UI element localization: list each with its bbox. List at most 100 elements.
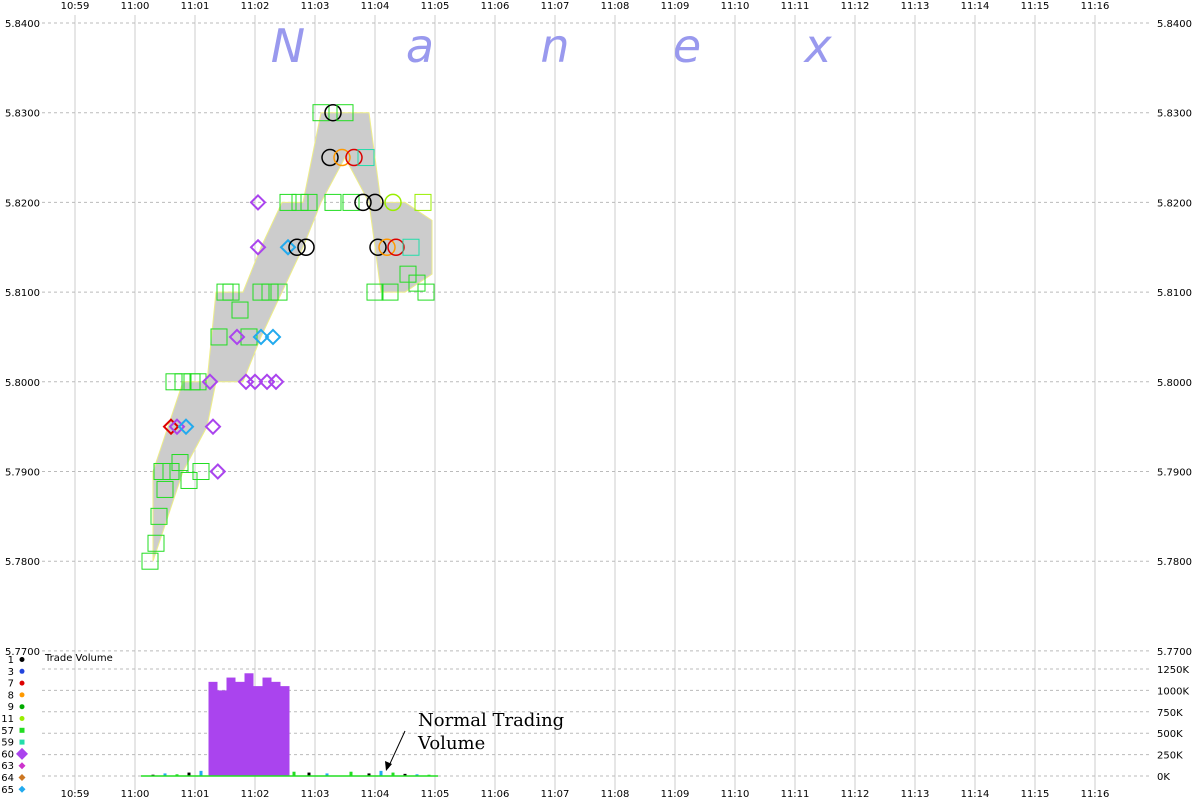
trade-marker — [297, 238, 315, 256]
trade-marker — [246, 373, 264, 391]
legend-code: 1 — [8, 655, 14, 666]
volume-bar — [391, 772, 395, 776]
annotation-arrowhead — [385, 761, 392, 771]
legend-swatch — [19, 739, 25, 745]
volume-bar — [415, 774, 419, 776]
legend-swatch — [19, 668, 25, 674]
price-tick-right: 5.7700 — [1157, 647, 1192, 658]
price-tick-right: 5.8400 — [1157, 19, 1192, 30]
trade-marker — [324, 103, 342, 122]
trade-marker — [381, 283, 399, 301]
legend-code: 9 — [8, 702, 14, 713]
legend-code: 8 — [8, 690, 14, 701]
time-tick-bottom: 11:03 — [301, 789, 330, 800]
trade-marker — [288, 238, 306, 256]
price-tick-right: 5.8100 — [1157, 288, 1192, 299]
trade-marker — [147, 534, 165, 552]
legend-swatch — [18, 762, 26, 770]
trade-marker — [228, 328, 246, 346]
volume-tick: 0K — [1157, 772, 1170, 783]
time-tick-bottom: 11:05 — [421, 789, 450, 800]
price-tick-right: 5.8000 — [1157, 378, 1192, 389]
time-tick-bottom: 11:09 — [661, 789, 690, 800]
time-tick-top: 11:13 — [901, 1, 930, 12]
volume-bar — [379, 770, 383, 776]
trade-marker — [249, 238, 267, 256]
trade-marker — [417, 283, 435, 301]
time-tick-bottom: 11:02 — [241, 789, 270, 800]
trade-marker — [165, 373, 183, 391]
time-tick-bottom: 11:07 — [541, 789, 570, 800]
trade-marker — [324, 193, 342, 211]
price-tick-right: 5.7800 — [1157, 557, 1192, 568]
price-tick-left: 5.8400 — [5, 19, 40, 30]
time-tick-bottom: 11:01 — [181, 789, 210, 800]
volume-bars — [141, 673, 438, 777]
time-tick-top: 11:04 — [361, 1, 390, 12]
trade-marker — [408, 274, 426, 292]
trade-marker — [387, 238, 405, 256]
legend-swatch — [18, 785, 26, 793]
trade-marker — [270, 283, 288, 301]
volume-tick: 250K — [1157, 751, 1183, 762]
volume-bar — [235, 681, 245, 776]
volume-bar — [367, 773, 371, 776]
price-tick-left: 5.8200 — [5, 198, 40, 209]
volume-bar — [253, 686, 263, 776]
trade-marker — [402, 238, 420, 256]
axis-labels: 10:59 10:59 11:00 11:00 11:01 11:01 11:02 11:02… — [5, 1, 1192, 800]
time-tick-top: 11:10 — [721, 1, 750, 12]
volume-bar — [217, 690, 227, 776]
legend-swatch — [19, 680, 25, 686]
legend-code: 57 — [1, 726, 14, 737]
price-tick-right: 5.8200 — [1157, 198, 1192, 209]
volume-bar — [199, 770, 203, 776]
volume-bar — [325, 773, 329, 776]
time-tick-top: 11:06 — [481, 1, 510, 12]
trade-marker — [249, 193, 267, 211]
time-tick-bottom: 11:08 — [601, 789, 630, 800]
time-tick-top: 11:11 — [781, 1, 810, 12]
trade-marker — [201, 373, 219, 391]
time-tick-bottom: 11:00 — [121, 789, 150, 800]
volume-bar — [403, 773, 407, 776]
legend-swatch — [16, 747, 28, 760]
watermark-letter: x — [802, 19, 832, 73]
volume-tick: 500K — [1157, 729, 1183, 740]
time-tick-bottom: 11:12 — [841, 789, 870, 800]
legend-swatch — [19, 657, 25, 662]
trade-marker — [291, 193, 309, 211]
legend-swatch — [19, 727, 25, 733]
volume-tick: 750K — [1157, 708, 1183, 719]
trade-marker — [342, 193, 360, 211]
time-tick-top: 11:03 — [301, 1, 330, 12]
legend-swatch — [19, 704, 25, 710]
legend-code: 63 — [1, 761, 14, 772]
trade-marker — [162, 463, 180, 480]
volume-bar — [349, 771, 353, 776]
trade-marker — [222, 283, 240, 301]
trade-marker — [267, 373, 285, 391]
trade-marker — [171, 454, 189, 472]
trade-marker — [366, 193, 384, 212]
price-tick-left: 5.8000 — [5, 378, 40, 389]
time-tick-top: 11:16 — [1081, 1, 1110, 12]
trade-marker — [153, 463, 171, 480]
legend-code: 64 — [1, 773, 14, 784]
trade-marker — [264, 328, 282, 346]
trade-marker — [321, 148, 339, 167]
legend-code: 60 — [1, 749, 14, 760]
volume-tick: 1000K — [1157, 686, 1189, 697]
trade-marker — [414, 193, 432, 211]
trade-marker — [354, 193, 372, 212]
trade-marker — [192, 463, 210, 480]
time-tick-bottom: 11:06 — [481, 789, 510, 800]
volume-bar — [226, 677, 236, 776]
price-tick-left: 5.7900 — [5, 468, 40, 479]
legend-swatch — [19, 716, 25, 721]
price-tick-left: 5.8300 — [5, 109, 40, 120]
watermark-letter: N — [271, 19, 305, 73]
